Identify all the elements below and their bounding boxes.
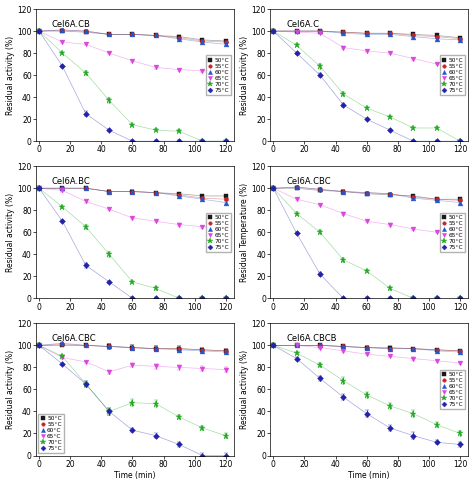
Text: Cel6A.CBC: Cel6A.CBC [286, 177, 331, 186]
Y-axis label: Residual activity (%): Residual activity (%) [6, 193, 15, 272]
Text: Cel6A.C: Cel6A.C [286, 19, 319, 29]
Y-axis label: Residual activity (%): Residual activity (%) [6, 350, 15, 429]
Legend: 50°C, 55°C, 60°C, 65°C, 70°C, 75°C: 50°C, 55°C, 60°C, 65°C, 70°C, 75°C [440, 212, 465, 252]
Text: Cel6A.BC: Cel6A.BC [52, 177, 91, 186]
X-axis label: Time (min): Time (min) [114, 471, 155, 481]
Legend: 50°C, 55°C, 60°C, 65°C, 70°C, 75°C: 50°C, 55°C, 60°C, 65°C, 70°C, 75°C [206, 212, 231, 252]
Y-axis label: Residual Temperature (%): Residual Temperature (%) [240, 183, 249, 282]
Legend: 50°C, 55°C, 60°C, 65°C, 70°C, 75°C: 50°C, 55°C, 60°C, 65°C, 70°C, 75°C [440, 370, 465, 409]
Text: Cel6A.CB: Cel6A.CB [52, 19, 91, 29]
Legend: 50°C, 55°C, 60°C, 65°C, 70°C, 75°C: 50°C, 55°C, 60°C, 65°C, 70°C, 75°C [38, 414, 64, 453]
X-axis label: Time (min): Time (min) [348, 471, 390, 481]
Text: Cel6A.CBC: Cel6A.CBC [52, 334, 96, 343]
Y-axis label: Residual activity (%): Residual activity (%) [6, 35, 15, 115]
Legend: 50°C, 55°C, 60°C, 65°C, 70°C, 75°C: 50°C, 55°C, 60°C, 65°C, 70°C, 75°C [440, 55, 465, 95]
Y-axis label: Residual activity (%): Residual activity (%) [240, 35, 249, 115]
Legend: 50°C, 55°C, 60°C, 65°C, 70°C, 75°C: 50°C, 55°C, 60°C, 65°C, 70°C, 75°C [206, 55, 231, 95]
Y-axis label: Residual activity (%): Residual activity (%) [240, 350, 249, 429]
Text: Cel6A.CBCB: Cel6A.CBCB [286, 334, 337, 343]
